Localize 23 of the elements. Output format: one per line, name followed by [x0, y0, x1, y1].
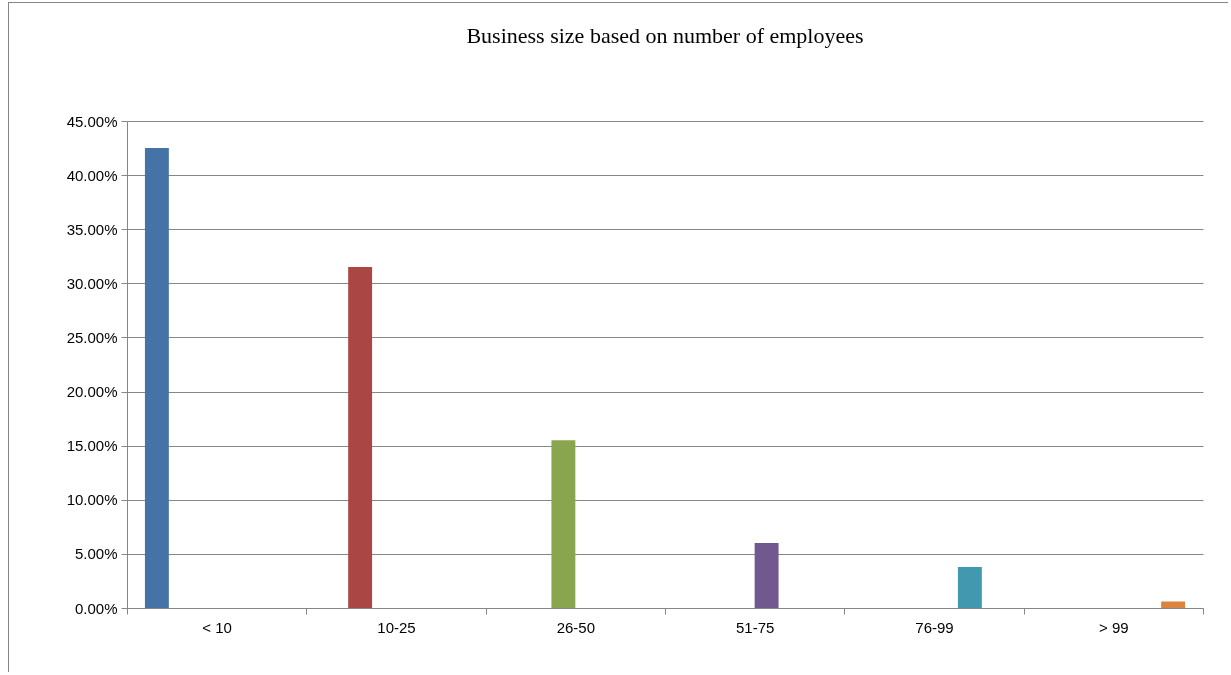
x-tick-label: 76-99: [915, 618, 954, 636]
bar: [551, 440, 576, 608]
bar: [348, 267, 373, 608]
y-tick-label: 5.00%: [74, 545, 118, 563]
x-tick-label: 10-25: [377, 618, 416, 636]
y-tick-label: 20.00%: [66, 383, 118, 401]
y-tick-label: 30.00%: [66, 274, 118, 292]
y-tick-label: 40.00%: [66, 166, 118, 184]
x-tick-label: < 10: [202, 618, 232, 636]
x-tick-label: 51-75: [735, 618, 775, 636]
x-tick-label: 26-50: [556, 618, 596, 636]
y-tick-label: 10.00%: [66, 491, 118, 509]
x-tick-label: > 99: [1099, 618, 1129, 636]
y-tick-label: 15.00%: [66, 437, 118, 455]
y-tick-label: 25.00%: [66, 328, 118, 346]
y-tick-label: 35.00%: [66, 220, 118, 238]
bar: [144, 148, 169, 608]
y-tick-label: 0.00%: [74, 599, 118, 617]
bar: [957, 566, 982, 608]
y-tick-label: 45.00%: [66, 112, 118, 130]
bar: [754, 543, 779, 608]
bar: [1161, 601, 1186, 608]
chart-title: Business size based on number of employees: [466, 23, 864, 48]
